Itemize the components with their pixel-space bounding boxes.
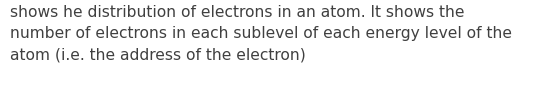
- Text: shows he distribution of electrons in an atom. It shows the
number of electrons : shows he distribution of electrons in an…: [10, 5, 512, 62]
